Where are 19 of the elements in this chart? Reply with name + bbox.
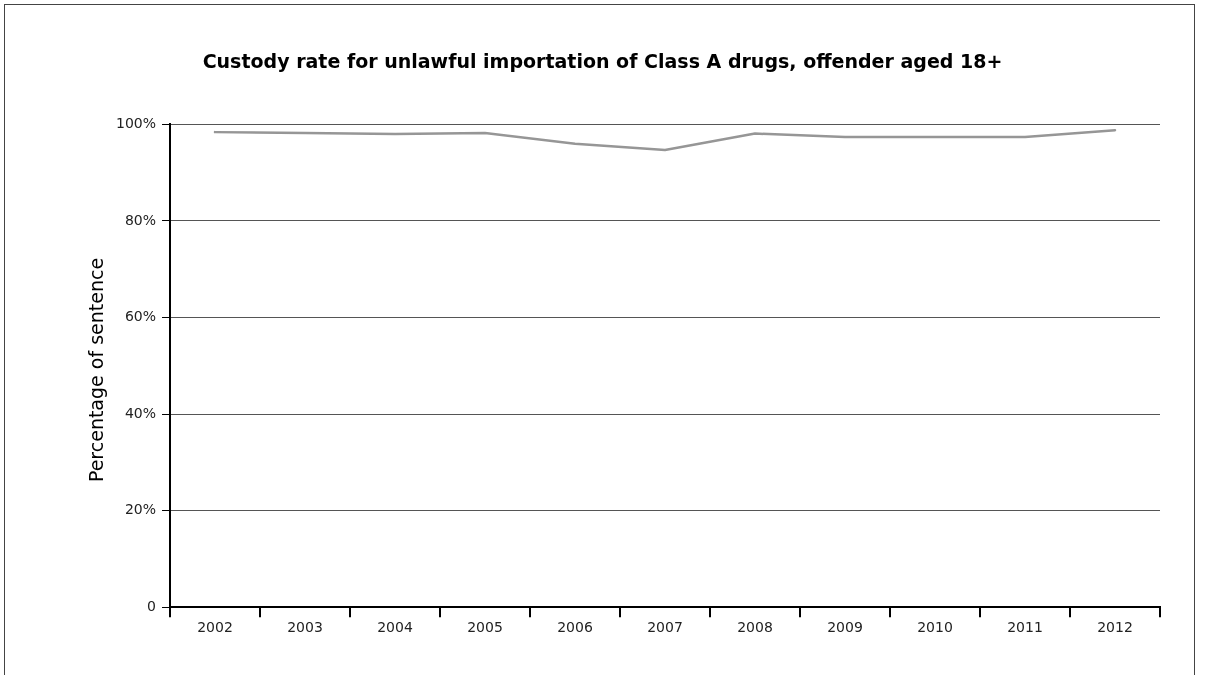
y-tick-label: 60% [124,308,157,325]
x-tick-label: 2007 [647,619,683,636]
y-tick-label: 40% [124,404,157,421]
x-tick-label: 2010 [917,619,953,636]
x-tick-label: 2009 [827,619,863,636]
y-tick-label: 100% [115,115,157,132]
x-tick-label: 2006 [557,619,593,636]
x-tick-label: 2008 [737,619,773,636]
x-tick-label: 2003 [287,619,323,636]
y-tick-label: 0 [147,597,157,614]
x-tick-label: 2004 [377,619,413,636]
x-tick-label: 2005 [467,619,503,636]
y-tick-label: 80% [124,211,157,228]
y-tick-label: 20% [124,501,157,518]
x-tick-label: 2002 [197,619,233,636]
x-tick-label: 2012 [1097,619,1133,636]
x-tick-label: 2011 [1007,619,1043,636]
chart-title: Custody rate for unlawful importation of Class A drugs, offender aged 18+ [201,50,1004,72]
y-axis-title: Percentage of sentence [85,257,107,483]
